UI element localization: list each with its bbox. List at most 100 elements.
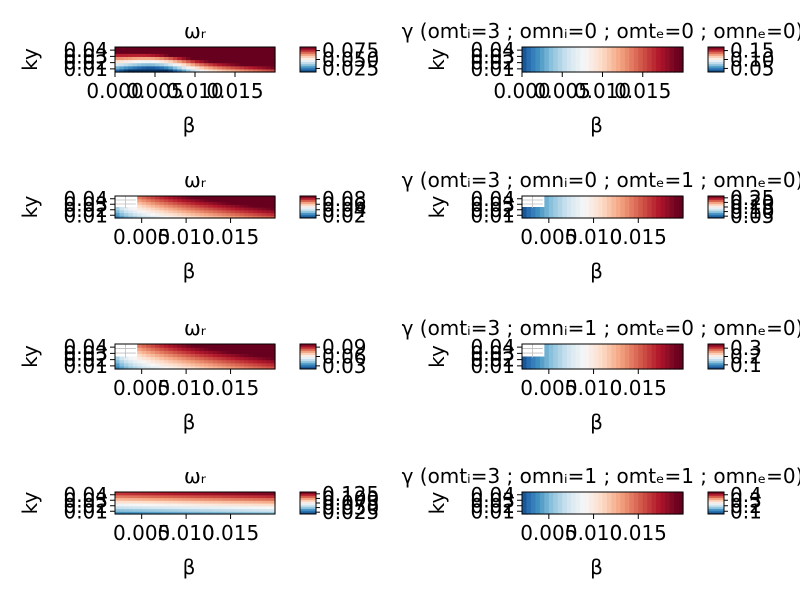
heatmap-cell <box>620 215 626 219</box>
heatmap-cell <box>137 365 143 370</box>
heatmap-cell <box>190 492 196 496</box>
heatmap-cell <box>669 356 675 361</box>
heatmap-cell <box>615 347 621 351</box>
heatmap-cells <box>522 344 684 370</box>
heatmap-cell <box>611 196 617 200</box>
chart-title: γ (omtᵢ=3 ; omnᵢ=1 ; omtₑ=1 ; omnₑ=0) <box>402 464 800 488</box>
heatmap-cell <box>566 212 572 216</box>
heatmap-cell <box>665 68 671 73</box>
heatmap-cell <box>168 201 174 205</box>
y-tick-label: 0.04 <box>63 38 108 62</box>
heatmap-cell <box>266 212 272 216</box>
heatmap-cell <box>535 207 541 211</box>
colorbar-segment <box>708 65 724 69</box>
heatmap-cell <box>208 204 214 208</box>
heatmap-cell <box>584 494 590 499</box>
heatmap-cell <box>172 508 178 512</box>
heatmap-cell <box>557 497 563 501</box>
heatmap-cell <box>172 344 178 348</box>
heatmap-cell <box>137 356 143 361</box>
heatmap-cell <box>656 347 662 351</box>
heatmap-cell <box>580 204 586 208</box>
heatmap-cell <box>146 215 152 219</box>
heatmap-cell <box>115 505 121 510</box>
y-tick-label: 0.03 <box>63 44 108 68</box>
heatmap-cell <box>132 65 138 70</box>
colorbar-segment <box>708 47 724 50</box>
heatmap-cell <box>195 344 201 348</box>
heatmap-cell <box>602 356 608 361</box>
heatmap-cell <box>150 201 156 205</box>
heatmap-cell <box>208 215 214 219</box>
heatmap-cell <box>190 53 196 57</box>
heatmap-cell <box>615 201 621 205</box>
heatmap-cell <box>611 492 617 496</box>
heatmap-cell <box>674 207 680 211</box>
heatmap-cell <box>159 350 165 354</box>
heatmap-cell <box>168 53 174 57</box>
heatmap-cell <box>656 204 662 208</box>
heatmap-cell <box>132 362 138 367</box>
heatmap-cell <box>270 356 276 361</box>
heatmap-cell <box>678 494 684 499</box>
heatmap-cell <box>665 53 671 57</box>
heatmap-cell <box>123 505 129 510</box>
heatmap-cell <box>606 359 613 364</box>
heatmap-cell <box>248 359 254 364</box>
heatmap-cell <box>674 505 680 510</box>
heatmap-cell <box>172 497 178 501</box>
heatmap-cell <box>235 350 241 354</box>
heatmap-cell <box>199 511 205 515</box>
heatmap-cell <box>155 365 161 370</box>
heatmap-cell <box>678 497 684 501</box>
heatmap-cell <box>660 508 666 512</box>
heatmap-cell <box>270 347 276 351</box>
heatmap-cell <box>593 56 599 61</box>
heatmap-cell <box>647 492 653 496</box>
heatmap-cell <box>199 201 205 205</box>
heatmap-cell <box>208 497 214 501</box>
heatmap-cell <box>248 209 254 214</box>
heatmap-cell <box>660 359 666 364</box>
heatmap-cell <box>530 362 537 367</box>
heatmap-cell <box>230 344 236 348</box>
heatmap-cell <box>548 50 554 54</box>
heatmap-cell <box>557 207 563 211</box>
heatmap-cell <box>239 497 245 501</box>
heatmap-cell <box>535 511 541 515</box>
heatmap-cell <box>172 356 178 361</box>
heatmap-cell <box>557 362 563 367</box>
heatmap-cell <box>115 68 121 73</box>
heatmap-cell <box>146 350 152 354</box>
heatmap-cell <box>235 196 241 200</box>
heatmap-cell <box>235 494 241 499</box>
heatmap-cell <box>203 53 209 57</box>
heatmap-cell <box>159 500 165 504</box>
heatmap-cell <box>535 212 541 216</box>
heatmap-cell <box>195 492 201 496</box>
heatmap-cell <box>522 500 528 504</box>
x-tick-label: 0.000 <box>493 79 550 103</box>
heatmap-cell <box>257 196 263 200</box>
heatmap-cell <box>257 198 263 203</box>
heatmap-cell <box>602 365 608 370</box>
heatmap-cell <box>230 215 236 219</box>
heatmap-cell <box>163 68 169 73</box>
heatmap-cell <box>195 201 201 205</box>
heatmap-cell <box>217 59 223 64</box>
heatmap-cell <box>530 492 537 496</box>
subplot-3-1: γ (omtᵢ=3 ; omnᵢ=1 ; omtₑ=1 ; omnₑ=0)0.0… <box>402 464 800 579</box>
heatmap-cell <box>589 47 595 51</box>
heatmap-cell <box>221 65 227 70</box>
heatmap-cell <box>620 204 626 208</box>
heatmap-cell <box>163 59 169 64</box>
heatmap-cell <box>252 492 258 496</box>
heatmap-cell <box>221 508 227 512</box>
heatmap-cell <box>598 196 604 200</box>
colorbar-segment <box>708 362 724 366</box>
heatmap-cell <box>562 353 568 358</box>
heatmap-cell <box>168 505 174 510</box>
heatmap-cell <box>553 207 559 211</box>
heatmap-cell <box>155 347 161 351</box>
heatmap-cell <box>195 212 201 216</box>
